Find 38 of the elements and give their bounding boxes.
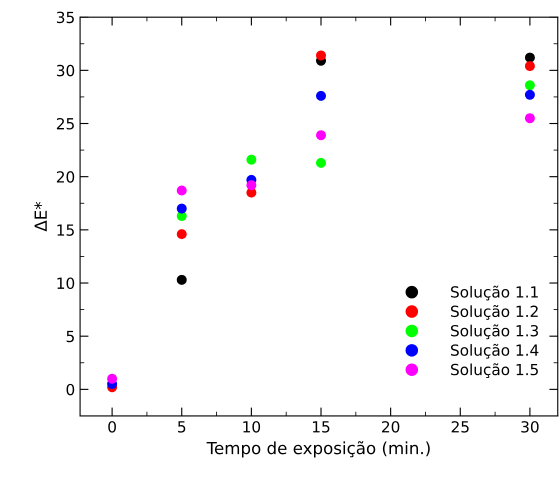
- point: [176, 185, 187, 196]
- y-tick-label: 10: [57, 277, 74, 290]
- point: [176, 274, 187, 285]
- y-tick-label: 30: [56, 64, 74, 76]
- y-tick-label: 5: [66, 330, 74, 342]
- point: [524, 52, 535, 63]
- point: [524, 113, 535, 124]
- x-tick-label: 0: [108, 421, 116, 433]
- legend-label: Solução 1.2: [451, 305, 538, 320]
- x-tick-label: 15: [312, 421, 330, 433]
- y-tick-label: 0: [66, 384, 74, 396]
- x-tick-label: 10: [243, 421, 260, 433]
- point: [524, 80, 535, 90]
- point: [176, 229, 187, 240]
- point: [176, 204, 187, 214]
- y-tick-label: 20: [56, 171, 74, 183]
- y-tick-label: 35: [56, 12, 74, 24]
- legend-label: Solução 1.1: [451, 286, 538, 300]
- point: [246, 180, 256, 190]
- point: [524, 61, 535, 72]
- y-tick-label: 25: [56, 118, 74, 130]
- x-tick-label: 20: [382, 421, 400, 433]
- y-tick-label: 15: [57, 224, 74, 236]
- point: [246, 154, 256, 165]
- point: [316, 130, 326, 140]
- y-axis-title: ΔE*: [34, 202, 47, 232]
- point: [316, 158, 326, 168]
- x-axis-title: Tempo de exposição (min.): [206, 441, 430, 458]
- legend-label: Solução 1.5: [451, 363, 538, 378]
- point: [316, 50, 326, 60]
- legend-label: Solução 1.3: [451, 324, 538, 340]
- point: [316, 90, 326, 101]
- point: [107, 374, 118, 384]
- x-tick-label: 5: [178, 421, 186, 433]
- legend-label: Solução 1.4: [451, 344, 538, 359]
- point: [524, 90, 535, 100]
- x-tick-label: 25: [452, 421, 469, 433]
- x-tick-label: 30: [521, 421, 539, 433]
